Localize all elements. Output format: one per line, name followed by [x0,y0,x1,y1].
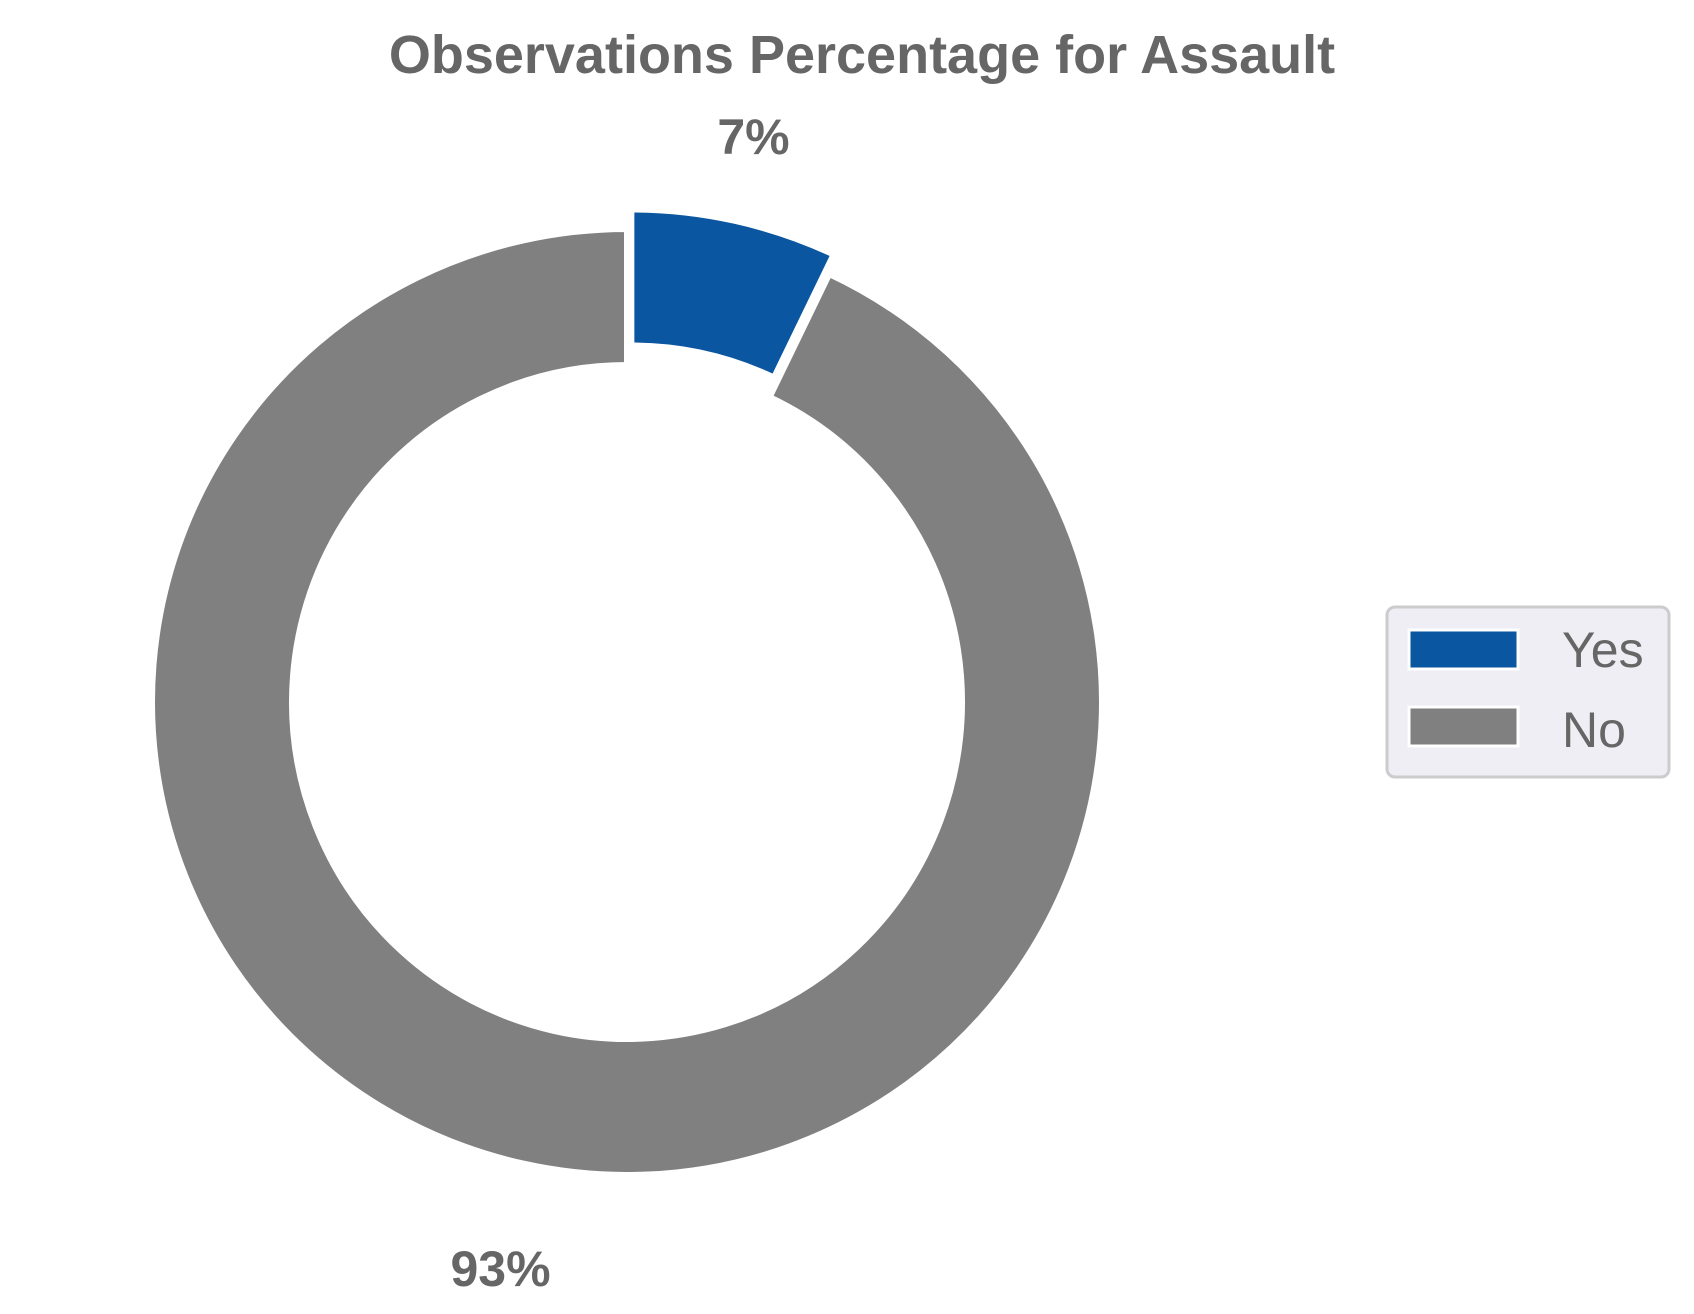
chart-title: Observations Percentage for Assault [389,25,1335,85]
slice-labels-group: 7% 93% [450,109,789,1297]
legend: Yes No [1385,605,1671,779]
legend-swatch-no [1407,705,1520,748]
legend-label-no: No [1562,702,1626,758]
legend-swatch-yes [1407,628,1520,671]
slice-no [149,225,1105,1178]
slice-label-yes: 7% [717,109,789,165]
slice-yes [628,206,838,382]
slice-label-no: 93% [450,1241,550,1297]
slices-group [149,206,1105,1178]
legend-label-yes: Yes [1562,622,1644,678]
